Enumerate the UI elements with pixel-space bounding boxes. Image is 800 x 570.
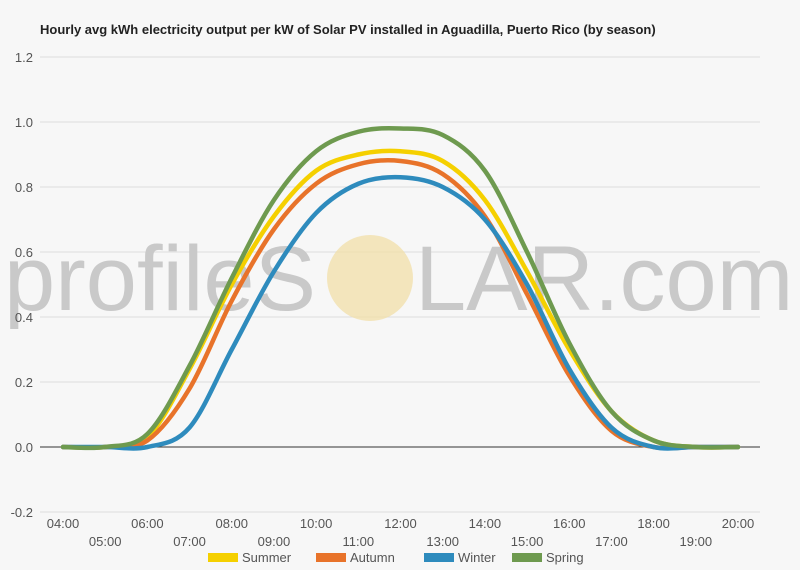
y-axis: -0.2 0.0 0.2 0.4 0.6 0.8 1.0 1.2	[11, 50, 33, 520]
series-line-autumn	[60, 158, 741, 451]
x-tick-label: 08:00	[215, 516, 248, 531]
x-tick-label: 10:00	[300, 516, 333, 531]
series-line-winter	[60, 174, 741, 451]
y-tick-label: 0.2	[15, 375, 33, 390]
y-tick-label: 1.0	[15, 115, 33, 130]
x-tick-label: 15:00	[511, 534, 544, 549]
y-tick-label: 1.2	[15, 50, 33, 65]
series-lines	[60, 125, 741, 451]
y-tick-label: 0.0	[15, 440, 33, 455]
legend-label: Summer	[242, 550, 292, 565]
legend-label: Autumn	[350, 550, 395, 565]
watermark: profileS LAR.com	[4, 228, 793, 330]
grid	[40, 56, 760, 513]
legend-item-winter[interactable]: Winter	[424, 550, 496, 565]
x-tick-label: 17:00	[595, 534, 628, 549]
legend-swatch	[424, 553, 454, 562]
x-tick-label: 11:00	[343, 534, 375, 549]
x-tick-label: 20:00	[722, 516, 755, 531]
y-tick-label: 0.8	[15, 180, 33, 195]
legend-label: Winter	[458, 550, 496, 565]
x-tick-label: 16:00	[553, 516, 586, 531]
series-line-spring	[60, 125, 741, 451]
legend-swatch	[512, 553, 542, 562]
y-tick-label: -0.2	[11, 505, 33, 520]
legend-item-summer[interactable]: Summer	[208, 550, 292, 565]
x-tick-label: 14:00	[469, 516, 502, 531]
y-tick-label: 0.6	[15, 245, 33, 260]
legend-item-spring[interactable]: Spring	[512, 550, 584, 565]
chart-title: Hourly avg kWh electricity output per kW…	[40, 22, 656, 37]
x-tick-label: 06:00	[131, 516, 164, 531]
x-tick-label: 04:00	[47, 516, 80, 531]
x-tick-label: 09:00	[258, 534, 291, 549]
x-tick-label: 13:00	[426, 534, 459, 549]
legend-swatch	[208, 553, 238, 562]
x-axis: 04:00 05:00 06:00 07:00 08:00 09:00 10:00 11:00…	[47, 516, 755, 549]
legend[interactable]: Summer Autumn Winter Spring	[208, 550, 584, 565]
y-tick-label: 0.4	[15, 310, 33, 325]
watermark-right: LAR.com	[415, 228, 793, 330]
x-tick-label: 19:00	[680, 534, 713, 549]
x-tick-label: 05:00	[89, 534, 122, 549]
legend-label: Spring	[546, 550, 584, 565]
watermark-sun-icon	[327, 235, 413, 321]
x-tick-label: 07:00	[173, 534, 206, 549]
x-tick-label: 18:00	[637, 516, 670, 531]
legend-item-autumn[interactable]: Autumn	[316, 550, 395, 565]
x-tick-label: 12:00	[384, 516, 417, 531]
legend-swatch	[316, 553, 346, 562]
